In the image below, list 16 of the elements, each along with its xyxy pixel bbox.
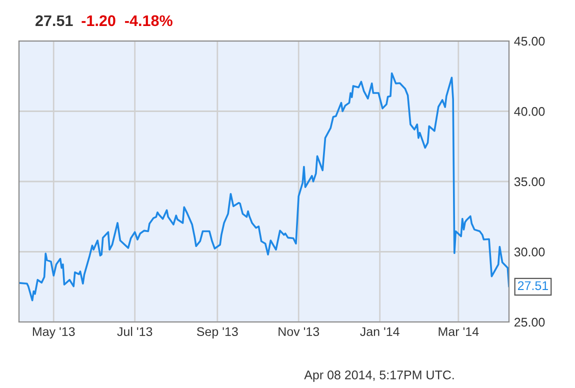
y-tick-label: 25.00 [514, 318, 545, 327]
chart-title: 27.51 [36, 15, 73, 26]
y-tick-label: 40.00 [514, 107, 545, 116]
x-tick-label: Jul '13 [117, 326, 152, 336]
y-tick-label: 35.00 [514, 177, 545, 186]
line-series [19, 72, 509, 302]
x-tick-label: Nov '13 [278, 327, 320, 336]
x-tick-label: Mar '14 [438, 327, 479, 336]
chart-subtitle: -1.20 -4.18% [82, 15, 172, 26]
x-tick-label: May '13 [32, 327, 75, 339]
y-tick-label: 30.00 [514, 248, 545, 256]
text: Apr 08 2014, 5:17PM UTC. [304, 370, 454, 382]
annotation: 27.51 [518, 281, 548, 290]
y-tick-label: 45.00 [514, 36, 545, 46]
x-tick-label: Sep '13 [196, 327, 238, 339]
x-tick-label: Jan '14 [360, 327, 400, 336]
